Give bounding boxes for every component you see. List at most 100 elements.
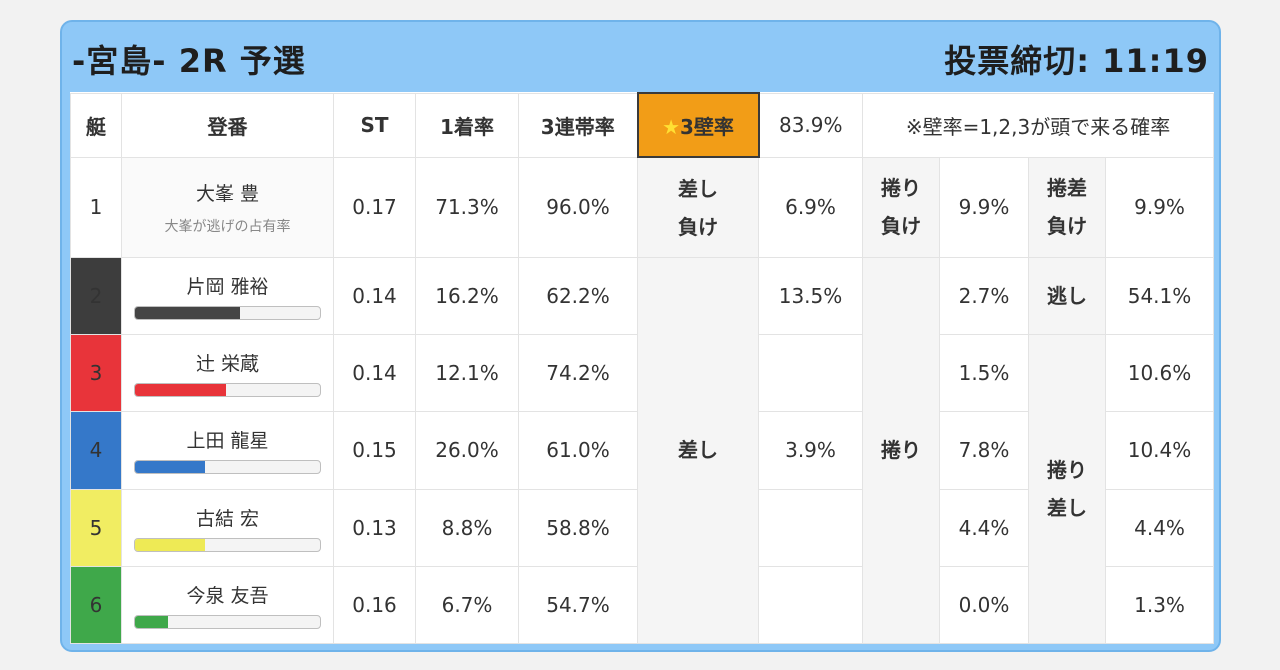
racer-cell: 今泉 友吾 [121,565,334,645]
rate-bar-fill [135,615,169,628]
table-row: 3 辻 栄蔵 0.14 12.1% 74.2% 1.5% 捲り差し 10.6% [70,334,1215,644]
trio-rate-value: 58.8% [518,488,638,567]
makurizashi-make-line2: 負け [1047,214,1087,239]
first-rate-value: 12.1% [415,334,519,413]
last-value: 10.4% [1104,411,1215,490]
rate-bar [134,306,321,321]
racer-name: 古結 宏 [195,507,260,530]
col-first-rate: 1着率 [415,92,519,158]
lane-number: 1 [70,156,122,258]
lane-number: 4 [70,411,122,490]
lane-number: 2 [70,256,122,336]
rate-bar [134,460,321,475]
makuri-value: 0.0% [939,565,1029,645]
table-row: 4 上田 龍星 0.15 26.0% 61.0% 3.9% 7.8% 10.4% [70,411,1215,490]
sashi-make-line2: 負け [678,214,718,239]
nige-share-caption: 大峯が逃げの占有率 [164,218,291,235]
wall-rate-note: ※壁率=1,2,3が頭で来る確率 [861,92,1215,158]
first-rate-value: 71.3% [415,156,519,258]
lane-number: 6 [70,565,122,645]
table-row: 5 古結 宏 0.13 8.8% 58.8% 4.4% 4.4% [70,488,1215,567]
racer-name: 片岡 雅裕 [186,276,269,299]
sashi-label: 差し [637,256,759,645]
col-st: ST [333,92,416,158]
racer-name: 今泉 友吾 [186,584,269,607]
sashi-value [758,488,863,567]
lane-number: 3 [70,334,122,413]
wall-rate-header: ★3壁率 [636,91,760,159]
race-title: -宮島- 2R 予選 [72,42,306,80]
rate-bar [134,383,321,398]
wall-rate-label: 3壁率 [680,114,734,139]
race-header: -宮島- 2R 予選 投票締切: 11:19 [62,22,1219,92]
trio-rate-value: 54.7% [518,565,638,645]
betting-deadline: 投票締切: 11:19 [944,42,1209,80]
last-value: 10.6% [1104,334,1215,413]
racer-cell: 大峯 豊 大峯が逃げの占有率 [121,156,334,258]
sashi-make-label: 差し 負け [637,156,759,258]
race-card: -宮島- 2R 予選 投票締切: 11:19 艇 登番 ST 1着率 3連帯率 … [60,20,1221,652]
rate-bar-fill [135,538,206,551]
st-value: 0.14 [333,334,416,413]
race-table: 艇 登番 ST 1着率 3連帯率 ★3壁率 83.9% ※壁率=1,2,3が頭で… [70,91,1215,645]
rate-bar [134,614,321,629]
last-value: 54.1% [1104,256,1215,336]
makuri-make-line1: 捲り [881,176,921,201]
makuri-make-label: 捲り 負け [862,156,940,258]
trio-rate-value: 96.0% [518,156,638,258]
wall-rate-value: 83.9% [758,92,863,158]
trio-rate-value: 61.0% [518,411,638,490]
racer-cell: 上田 龍星 [121,411,334,490]
sashi-value [758,334,863,413]
col-racer: 登番 [121,92,334,158]
last-value: 1.3% [1104,565,1215,645]
table-row: 2 片岡 雅裕 0.14 16.2% 62.2% 差し 13.5% 捲り 2.7… [70,256,1215,645]
st-value: 0.15 [333,411,416,490]
st-value: 0.13 [333,488,416,567]
makuri-sashi-label: 捲り 差し [1028,334,1106,644]
sashi-value: 13.5% [758,256,863,336]
racer-name: 辻 栄蔵 [195,353,260,376]
racer-cell: 辻 栄蔵 [121,334,334,413]
rate-bar-fill [135,461,206,474]
makurizashi-make-label: 捲差 負け [1028,156,1106,258]
makuri-value: 2.7% [939,256,1029,336]
rate-bar [134,537,321,552]
rate-bar-fill [135,384,226,397]
sashi-make-line1: 差し [678,176,718,201]
last-value: 9.9% [1104,156,1215,258]
makuri-value: 7.8% [939,411,1029,490]
first-rate-value: 16.2% [415,256,519,336]
makuri-label: 捲り [862,256,940,645]
sashi-value: 3.9% [758,411,863,490]
makurizashi-make-line1: 捲差 [1047,176,1087,201]
sashi-value [758,565,863,645]
table-header-row: 艇 登番 ST 1着率 3連帯率 ★3壁率 83.9% ※壁率=1,2,3が頭で… [70,91,1215,159]
first-rate-value: 6.7% [415,565,519,645]
makuri-value: 1.5% [939,334,1029,413]
star-icon: ★ [662,114,680,139]
makuri-value: 9.9% [939,156,1029,258]
last-value: 4.4% [1104,488,1215,567]
table-row: 6 今泉 友吾 0.16 6.7% 54.7% 0.0% 1.3% [70,565,1215,645]
racer-cell: 古結 宏 [121,488,334,567]
first-rate-value: 8.8% [415,488,519,567]
makuri-make-line2: 負け [881,214,921,239]
sashi-value: 6.9% [758,156,863,258]
trio-rate-value: 62.2% [518,256,638,336]
table-row: 1 大峯 豊 大峯が逃げの占有率 0.17 71.3% 96.0% 差し負け 6… [70,156,1215,258]
lane-number: 5 [70,488,122,567]
st-value: 0.17 [333,156,416,258]
rate-bar-fill [135,307,241,320]
col-boat: 艇 [70,92,122,158]
col-trio-rate: 3連帯率 [518,92,638,158]
racer-name: 上田 龍星 [186,430,269,453]
st-value: 0.16 [333,565,416,645]
makuri-sashi-line2: 差し [1047,496,1087,521]
racer-name: 大峯 豊 [195,182,260,205]
nige-label: 逃し [1028,256,1106,336]
makuri-sashi-line1: 捲り [1047,458,1087,483]
first-rate-value: 26.0% [415,411,519,490]
st-value: 0.14 [333,256,416,336]
trio-rate-value: 74.2% [518,334,638,413]
